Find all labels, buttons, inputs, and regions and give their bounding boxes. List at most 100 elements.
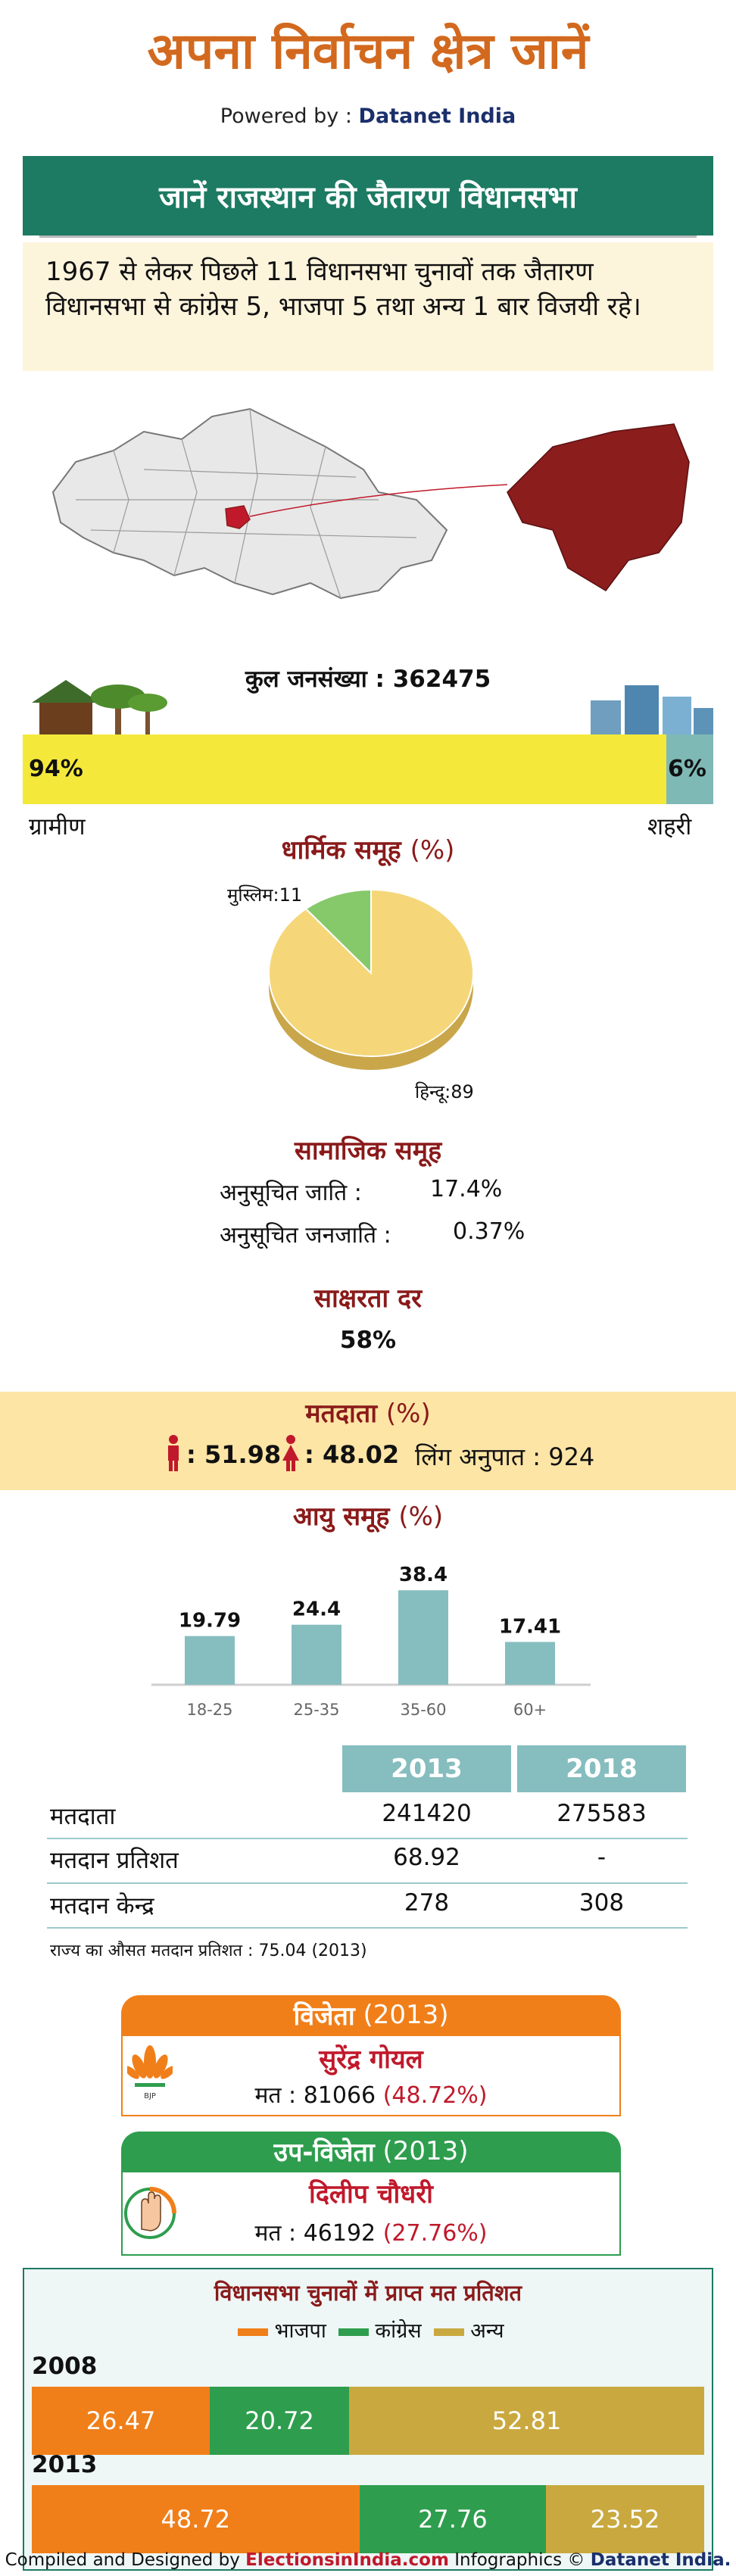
- row-label-booths: मतदान केन्द्र: [50, 1892, 154, 1920]
- powered-prefix: Powered by :: [220, 104, 359, 128]
- voter-title: मतदाता (%): [0, 1395, 736, 1430]
- runner-votes-line: मत : 46192 (27.76%): [121, 2216, 621, 2247]
- st-value: 0.37%: [453, 1218, 525, 1245]
- table-header-2018: 2018: [517, 1745, 686, 1792]
- district-lines: [76, 408, 417, 599]
- urban-bar: [666, 734, 713, 804]
- constituency-banner: जानें राजस्थान की जैतारण विधानसभा: [23, 156, 713, 235]
- legend-swatch-congress: [338, 2328, 370, 2336]
- state-outline: [51, 407, 448, 600]
- sex-ratio: लिंग अनुपात : 924: [415, 1442, 595, 1471]
- winner-tab: विजेता (2013): [121, 1995, 621, 2035]
- row-booths-2018: 308: [579, 1889, 625, 1916]
- religion-unit: (%): [410, 835, 455, 865]
- male-voter-pct: : 51.98: [186, 1440, 282, 1469]
- age-bar-chart: 19.79 18-25 24.4 25-35 38.4 35-60 17.41 60+: [151, 1564, 591, 1719]
- vote-share-title: विधानसभा चुनावों में प्राप्त मत प्रतिशत: [214, 2280, 522, 2306]
- legend-congress: कांग्रेस: [375, 2319, 422, 2343]
- page-title: अपना निर्वाचन क्षेत्र जानें: [147, 22, 589, 80]
- religion-pie-chart: हिन्दू:89 मुस्लिम:11: [227, 884, 474, 1104]
- vote-share-legend: भाजपा कांग्रेस अन्य: [23, 2316, 713, 2344]
- legend-swatch-others: [434, 2328, 465, 2336]
- powered-brand: Datanet India: [358, 104, 516, 128]
- age-unit: (%): [398, 1502, 444, 1532]
- winner-name: सुरेंद्र गोयल: [319, 2044, 423, 2075]
- voter-band: [0, 1392, 736, 1490]
- runner-year: (2013): [382, 2136, 469, 2166]
- runner-votes: मत : 46192: [254, 2220, 376, 2247]
- age-bar-60+: [505, 1642, 555, 1685]
- row-label-turnout: मतदान प्रतिशत: [50, 1847, 179, 1874]
- runner-name: दिलीप चौधरी: [309, 2179, 433, 2210]
- pie-slice-1: [304, 888, 372, 975]
- winner-votes-line: मत : 81066 (48.72%): [121, 2079, 621, 2110]
- row-booths-2013: 278: [404, 1889, 450, 1916]
- religion-title: धार्मिक समूह (%): [0, 831, 736, 866]
- voter-unit: (%): [385, 1399, 431, 1429]
- table-divider: [47, 1838, 688, 1839]
- age-category-label: 25-35: [293, 1701, 339, 1719]
- rural-bar: [23, 734, 666, 804]
- age-category-label: 35-60: [400, 1701, 446, 1719]
- age-title: आयु समूह (%): [0, 1498, 736, 1533]
- table-header-2013: 2013: [342, 1745, 511, 1792]
- legend-bjp: भाजपा: [274, 2319, 326, 2343]
- svg-text:BJP: BJP: [144, 2092, 156, 2100]
- urban-label: शहरी: [647, 813, 692, 840]
- sc-value: 17.4%: [430, 1176, 503, 1202]
- legend-swatch-bjp: [238, 2328, 269, 2336]
- row-label-voters: मतदाता: [50, 1803, 116, 1830]
- runner-card: [121, 2171, 621, 2256]
- winner-pct: (48.72%): [382, 2082, 488, 2109]
- population-total: कुल जनसंख्या : 362475: [245, 666, 491, 693]
- row-turnout-2013: 68.92: [393, 1844, 460, 1871]
- male-icon: [168, 1435, 179, 1471]
- footer: Compiled and Designed by ElectionsinIndi…: [0, 2550, 736, 2570]
- age-value-label: 24.4: [292, 1598, 341, 1621]
- female-icon: [282, 1435, 299, 1471]
- age-title-text: आयु समूह: [292, 1502, 390, 1532]
- st-label: अनुसूचित जनजाति :: [220, 1222, 391, 1249]
- runner-tab: उप-विजेता (2013): [121, 2132, 621, 2171]
- city-icon: [591, 685, 713, 737]
- legend-others: अन्य: [470, 2319, 504, 2343]
- table-divider: [47, 1882, 688, 1884]
- voter-title-text: मतदाता: [305, 1399, 378, 1429]
- connector-line: [249, 484, 508, 517]
- age-value-label: 17.41: [499, 1615, 561, 1638]
- age-value-label: 19.79: [179, 1610, 241, 1633]
- sc-label: अनुसूचित जाति :: [220, 1180, 362, 1206]
- age-category-label: 60+: [513, 1701, 547, 1719]
- hand-icon: [124, 2187, 176, 2239]
- social-title: सामाजिक समूह: [294, 1136, 442, 1166]
- winner-card: [121, 2035, 621, 2116]
- pie-label-muslim: मुस्लिम:11: [227, 884, 302, 906]
- intro-text: 1967 से लेकर पिछले 11 विधानसभा चुनावों त…: [23, 242, 713, 371]
- pie-label-hindu: हिन्दू:89: [415, 1081, 474, 1104]
- age-bar-18-25: [185, 1636, 235, 1685]
- row-turnout-2018: -: [597, 1844, 607, 1871]
- literacy-value: 58%: [339, 1327, 397, 1354]
- winner-tab-label: विजेता: [293, 2001, 355, 2032]
- female-voter-pct: : 48.02: [304, 1440, 400, 1469]
- age-category-label: 18-25: [186, 1701, 232, 1719]
- vote-share-panel: [23, 2268, 713, 2571]
- winner-year: (2013): [363, 2000, 449, 2030]
- runner-pct: (27.76%): [382, 2220, 488, 2247]
- powered-by: Powered by : Datanet India: [0, 104, 736, 128]
- rural-pct: 94%: [29, 756, 83, 782]
- row-voters-2013: 241420: [382, 1800, 472, 1827]
- footer-prefix: Compiled and Designed by: [5, 2550, 240, 2570]
- constituency-detail-map: [507, 423, 690, 591]
- age-bar-25-35: [292, 1624, 341, 1685]
- constituency-highlight-small: [225, 505, 251, 529]
- runner-tab-label: उप-विजेता: [273, 2138, 375, 2168]
- winner-votes: मत : 81066: [254, 2082, 376, 2109]
- age-bar-35-60: [398, 1590, 448, 1685]
- religion-title-text: धार्मिक समूह: [281, 835, 401, 865]
- urban-pct: 6%: [668, 756, 706, 782]
- lotus-icon: BJP: [127, 2045, 173, 2100]
- rural-label: ग्रामीण: [29, 813, 86, 840]
- row-voters-2018: 275583: [557, 1800, 647, 1827]
- footer-brand: Datanet India.: [590, 2550, 731, 2570]
